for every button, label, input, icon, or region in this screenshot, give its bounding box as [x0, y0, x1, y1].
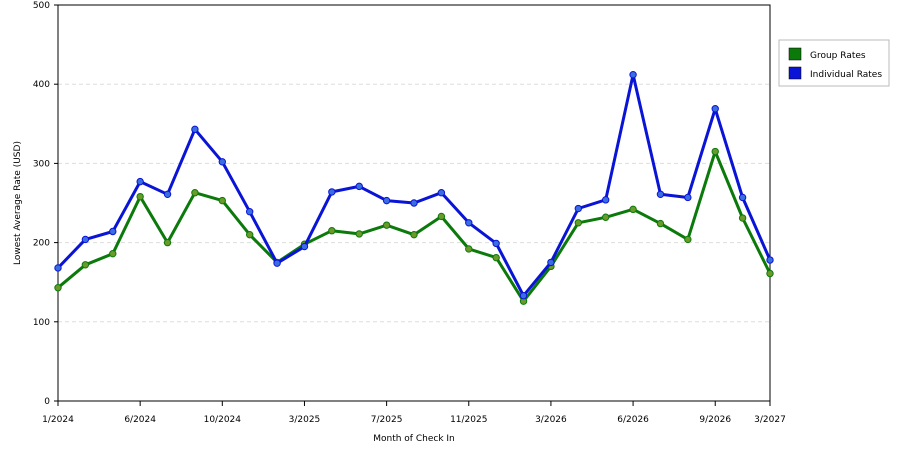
data-point-group-rates — [136, 192, 144, 201]
data-point-group-rates — [328, 227, 336, 235]
data-point-group-rates — [629, 205, 637, 214]
x-tick-label: 3/2027 — [754, 415, 786, 425]
x-tick-label: 6/2024 — [124, 415, 156, 425]
data-point-individual-rates — [601, 196, 610, 204]
data-point-group-rates — [218, 196, 227, 205]
series-layer — [54, 70, 774, 305]
data-point-individual-rates — [519, 291, 528, 300]
legend-label-individual-rates: Individual Rates — [810, 70, 882, 80]
y-tick-label: 300 — [33, 159, 50, 169]
legend-swatch-group-rates — [788, 47, 802, 61]
data-point-group-rates — [81, 261, 90, 269]
series-line-individual-rates — [56, 73, 772, 298]
data-point-individual-rates — [328, 188, 336, 196]
data-point-individual-rates — [656, 190, 665, 198]
data-point-individual-rates — [355, 182, 363, 191]
x-tick-label: 1/2024 — [42, 415, 74, 425]
data-point-individual-rates — [273, 259, 281, 267]
data-point-group-rates — [601, 213, 610, 221]
series-group-rates — [54, 147, 774, 305]
data-point-individual-rates — [300, 242, 309, 251]
data-point-group-rates — [109, 249, 117, 258]
series-individual-rates — [54, 70, 774, 300]
data-point-group-rates — [410, 230, 418, 239]
axes: 0 100 200 300 400 500 1/2024 6/2024 10/2024 3/202… — [33, 1, 786, 425]
data-point-group-rates — [245, 230, 254, 239]
x-tick-label: 3/2026 — [535, 415, 567, 425]
x-tick-label: 6/2026 — [617, 415, 649, 425]
y-tick-label: 100 — [33, 318, 50, 328]
data-point-individual-rates — [382, 196, 391, 205]
data-point-individual-rates — [465, 219, 473, 227]
data-point-individual-rates — [410, 199, 418, 207]
plot-frame — [57, 4, 771, 402]
data-point-individual-rates — [574, 204, 583, 213]
data-point-group-rates — [684, 235, 692, 244]
data-point-group-rates — [465, 245, 473, 253]
x-tick-label: 10/2024 — [204, 415, 242, 425]
data-point-individual-rates — [547, 258, 555, 267]
data-point-individual-rates — [738, 193, 747, 202]
data-point-group-rates — [355, 230, 363, 238]
x-tick-label: 3/2025 — [289, 415, 321, 425]
legend-swatch-individual-rates — [788, 66, 802, 80]
data-point-individual-rates — [109, 227, 117, 236]
x-axis-title: Month of Check In — [373, 434, 455, 444]
legend: Group Rates Individual Rates — [778, 39, 890, 87]
y-axis-title: Lowest Average Rate (USD) — [13, 141, 23, 265]
data-point-group-rates — [54, 284, 62, 292]
y-tick-label: 500 — [33, 1, 50, 11]
data-point-group-rates — [437, 212, 446, 221]
y-tick-label: 400 — [33, 80, 50, 90]
data-point-individual-rates — [684, 193, 692, 202]
data-point-individual-rates — [163, 190, 172, 198]
x-tick-label: 11/2025 — [450, 415, 487, 425]
data-point-individual-rates — [245, 208, 254, 216]
data-point-individual-rates — [629, 70, 637, 79]
data-point-individual-rates — [54, 264, 62, 272]
data-point-individual-rates — [766, 256, 774, 264]
data-point-individual-rates — [218, 158, 227, 166]
x-tick-label: 9/2026 — [699, 415, 731, 425]
data-point-group-rates — [574, 219, 583, 227]
data-point-group-rates — [382, 221, 391, 229]
data-point-group-rates — [738, 214, 747, 222]
legend-label-group-rates: Group Rates — [810, 51, 866, 61]
data-point-group-rates — [766, 269, 774, 278]
data-point-group-rates — [163, 238, 172, 247]
data-point-group-rates — [191, 189, 199, 197]
data-point-individual-rates — [711, 105, 719, 113]
data-point-individual-rates — [492, 239, 500, 248]
series-line-group-rates — [57, 150, 772, 303]
data-point-individual-rates — [437, 189, 446, 197]
data-point-group-rates — [492, 253, 500, 262]
data-point-individual-rates — [136, 177, 144, 186]
y-tick-label: 200 — [33, 239, 50, 249]
y-tick-label: 0 — [44, 397, 50, 407]
x-tick-label: 7/2025 — [371, 415, 403, 425]
data-point-group-rates — [656, 219, 665, 228]
data-point-individual-rates — [191, 125, 199, 134]
data-point-individual-rates — [81, 235, 90, 244]
data-point-group-rates — [711, 147, 719, 156]
